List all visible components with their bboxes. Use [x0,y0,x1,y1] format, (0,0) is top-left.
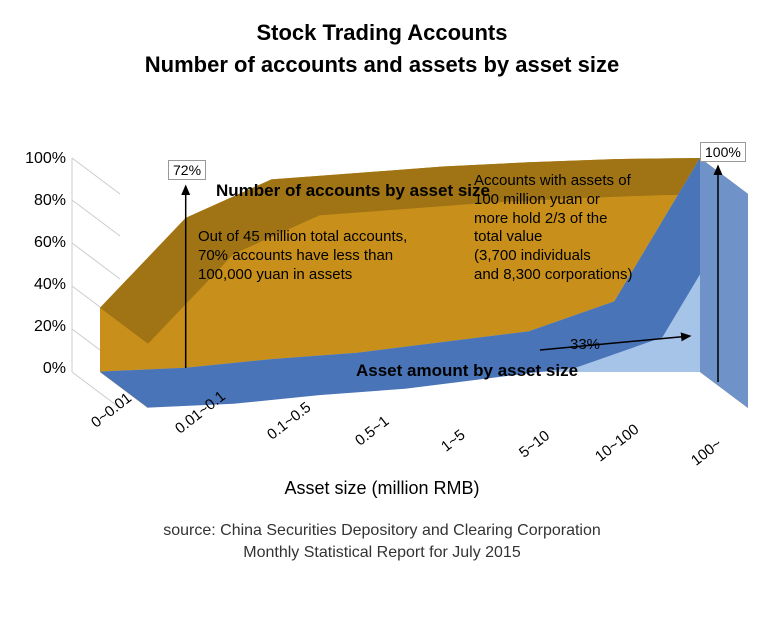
series1-note: Out of 45 million total accounts,70% acc… [198,228,458,284]
source-text: source: China Securities Depository and … [0,520,764,565]
series1-label: Number of accounts by asset size [216,180,490,201]
callout-72pct: 72% [168,160,206,180]
series2-label: Asset amount by asset size [356,360,578,381]
callout-33pct: 33% [570,336,600,355]
x-axis-label: Asset size (million RMB) [0,478,764,499]
callout-100pct: 100% [700,142,746,162]
series2-note: Accounts with assets of100 million yuan … [474,172,704,285]
